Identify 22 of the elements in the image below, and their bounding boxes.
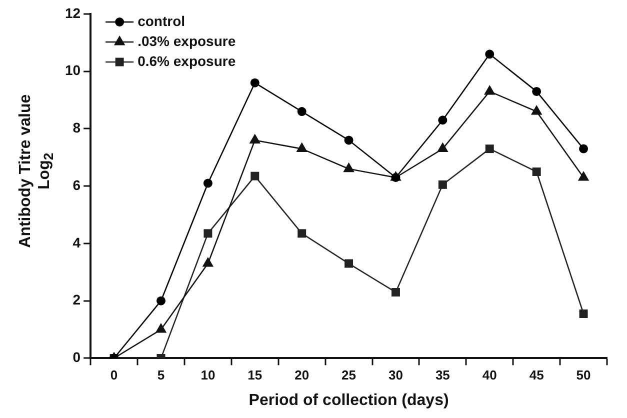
x-tick-label: 40 [482,368,497,383]
x-tick-label: 20 [294,368,310,383]
x-tick-label: 0 [110,368,118,383]
x-tick-label: 30 [388,368,403,383]
y-tick-label: 0 [72,349,81,366]
x-tick-label: 45 [529,368,544,383]
x-tick-label: 50 [576,368,591,383]
x-tick-label: 5 [157,368,165,383]
y-tick-label: 6 [72,176,81,193]
legend-label: .03% exposure [138,32,236,49]
y-tick-label: 10 [64,62,81,78]
x-tick-label: 15 [248,368,262,383]
y-tick-label: 4 [72,234,81,250]
y-tick-label: 12 [64,4,81,21]
legend-label: 0.6% exposure [138,52,236,69]
y-tick-label: 2 [72,292,81,308]
y-tick-label: 8 [72,120,81,136]
x-axis-title: Period of collection (days) [248,392,449,409]
x-tick-label: 35 [435,368,450,383]
x-tick-label: 10 [200,368,216,383]
legend-label: control [138,12,186,29]
x-tick-label: 25 [342,368,356,383]
